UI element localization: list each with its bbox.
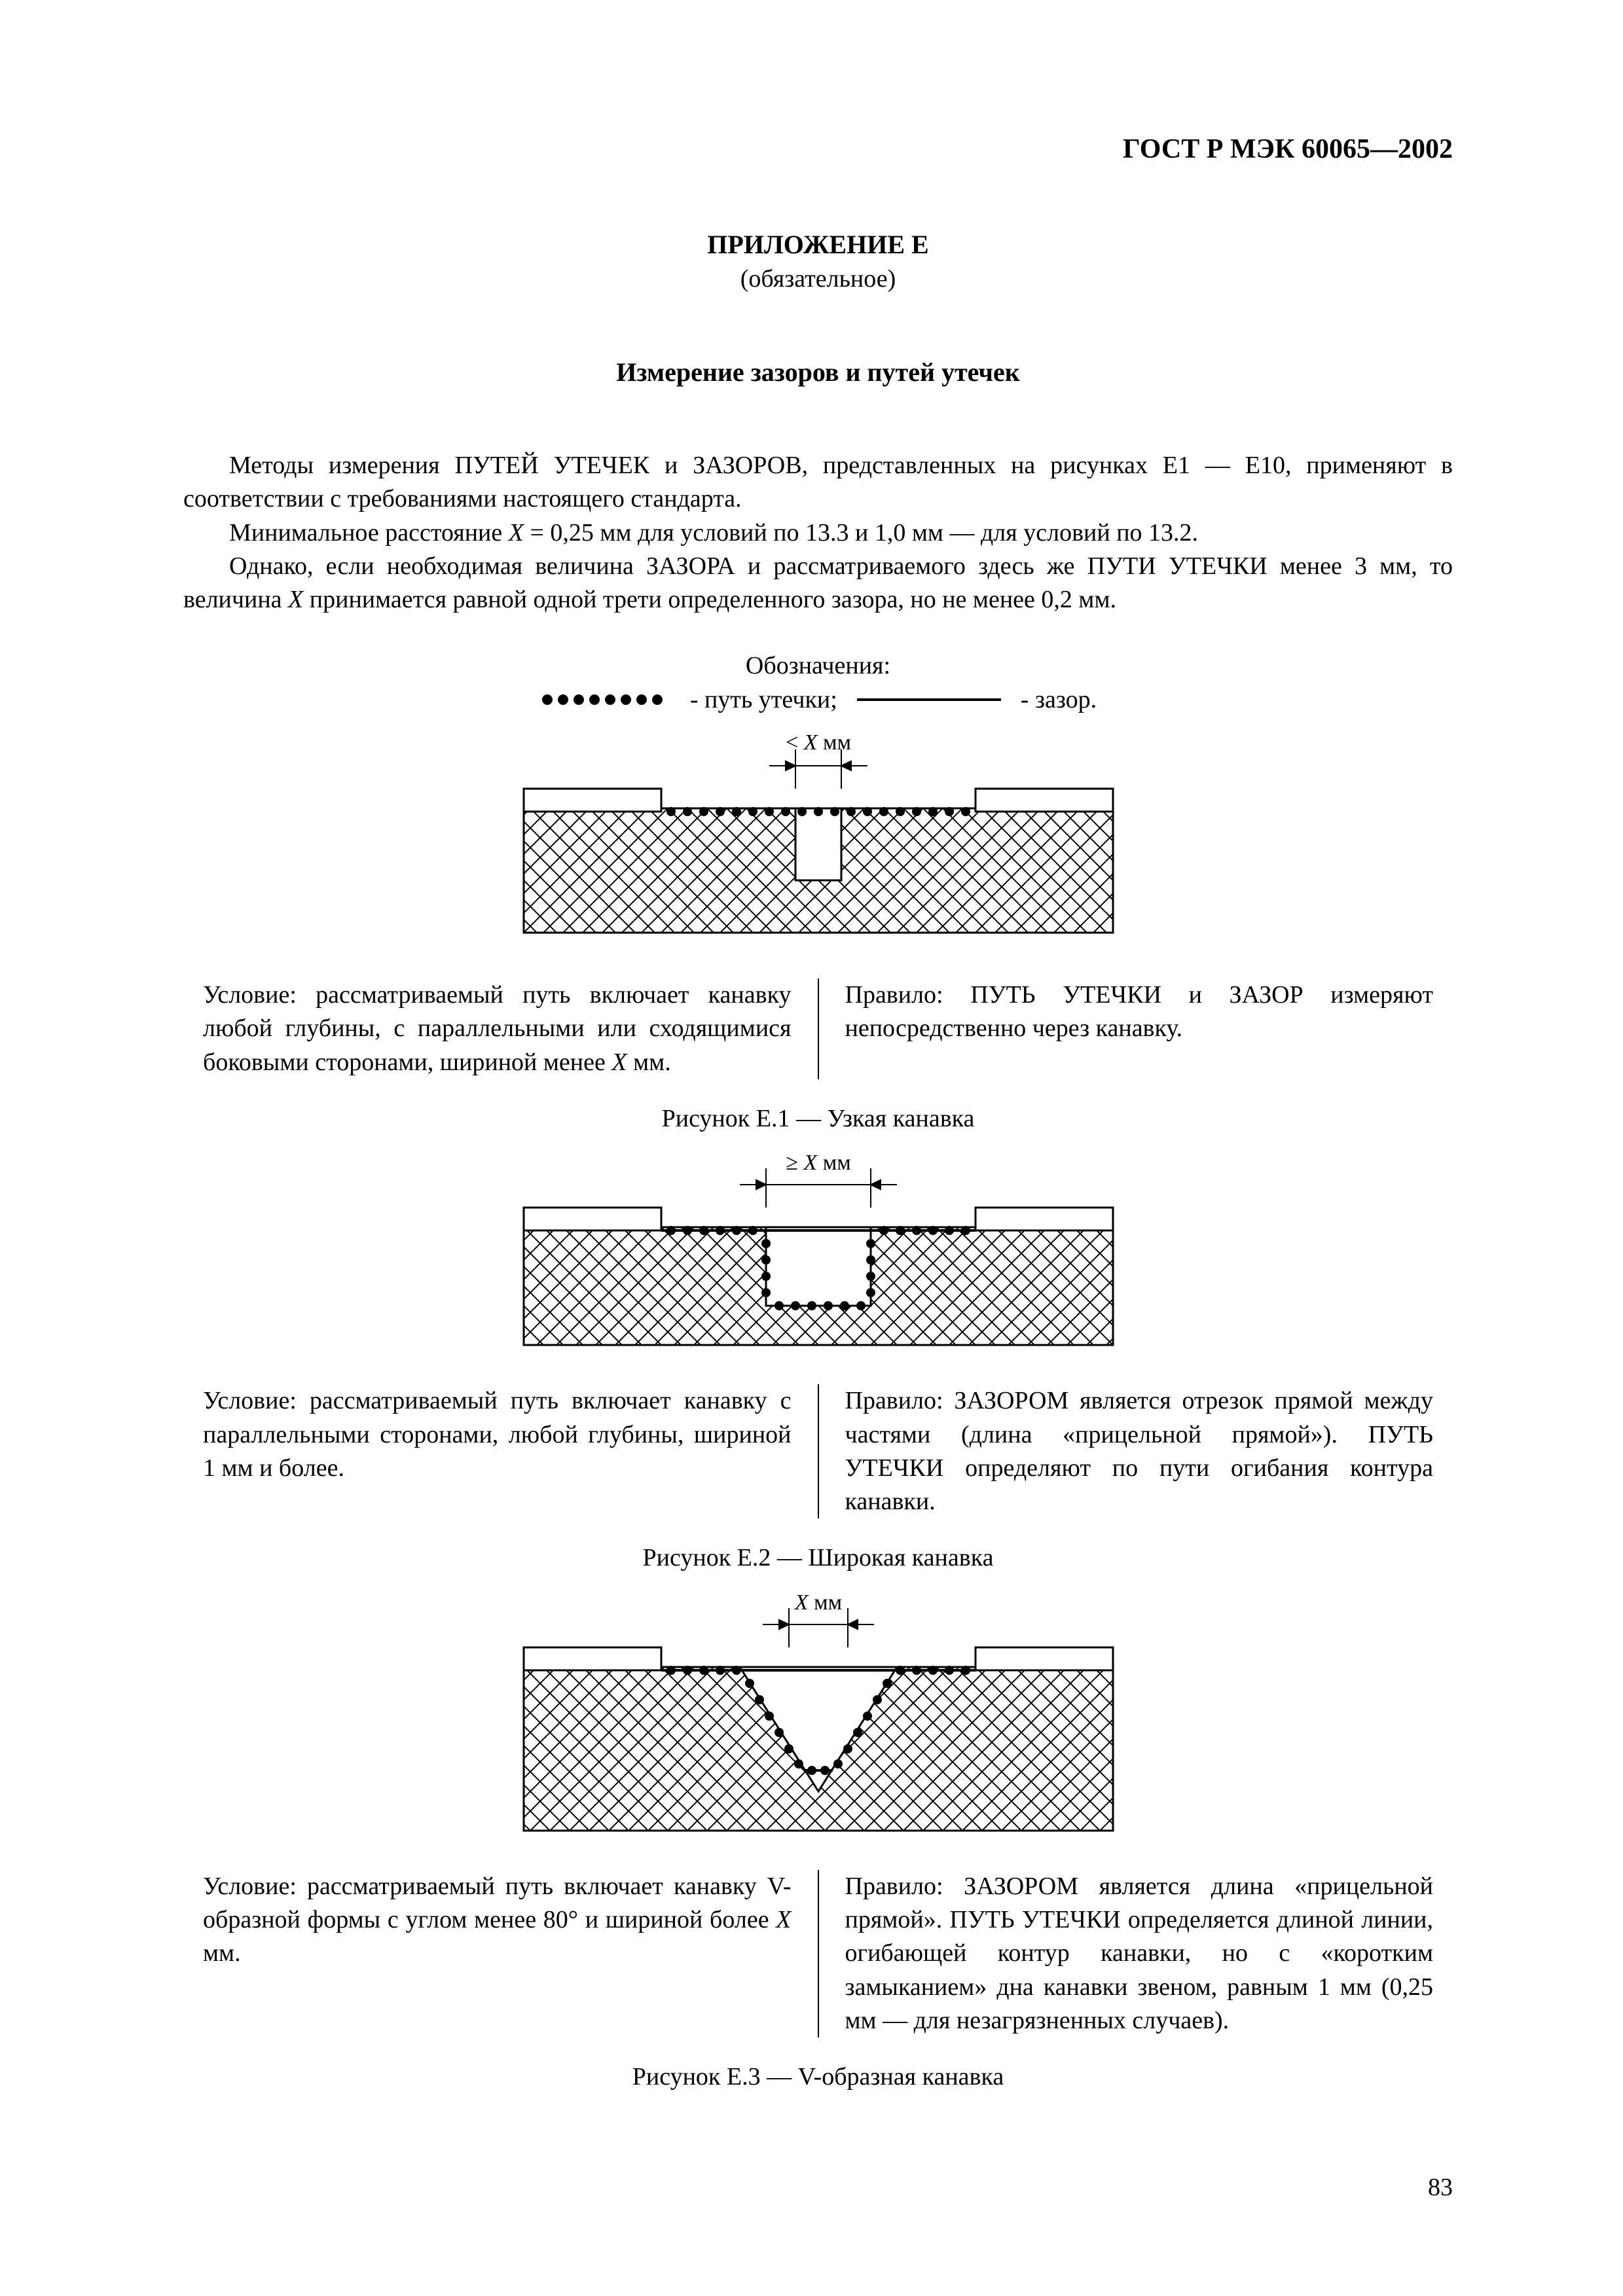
legend: Обозначения: - путь утечки; - зазор. <box>183 649 1453 717</box>
figure-e3-dim-label: X мм <box>793 1595 841 1615</box>
appendix-title: ПРИЛОЖЕНИЕ Е <box>183 227 1453 262</box>
clearance-symbol-icon <box>857 690 1001 709</box>
figure-e3-descr: Условие: рассматриваемый путь включает к… <box>183 1870 1453 2037</box>
figure-e2-condition: Условие: рассматриваемый путь включает к… <box>183 1384 811 1518</box>
paragraph-2-text: Минимальное расстояние X = 0,25 мм для у… <box>229 519 1198 547</box>
divider-icon <box>818 978 819 1079</box>
figure-e1-rule: Правило: ПУТЬ УТЕЧКИ и ЗАЗОР измеряют не… <box>826 978 1453 1079</box>
e1-condition-text: Условие: рассматриваемый путь включает к… <box>203 981 792 1076</box>
figure-e2-descr: Условие: рассматриваемый путь включает к… <box>183 1384 1453 1518</box>
paragraph-3-text: Однако, если необходимая величина ЗАЗОРА… <box>183 552 1453 613</box>
section-title: Измерение зазоров и путей утечек <box>183 355 1453 390</box>
figure-e3-condition: Условие: рассматриваемый путь включает к… <box>183 1870 811 2037</box>
paragraph-2: Минимальное расстояние X = 0,25 мм для у… <box>183 516 1453 550</box>
legend-row: - путь утечки; - зазор. <box>183 683 1453 717</box>
creepage-symbol-icon <box>539 690 670 709</box>
figure-e2-svg: ≥ X мм <box>491 1155 1146 1358</box>
clearance-label: - зазор. <box>1021 683 1097 717</box>
figure-e1-caption: Рисунок Е.1 — Узкая канавка <box>183 1102 1453 1136</box>
figure-e1-condition: Условие: рассматриваемый путь включает к… <box>183 978 811 1079</box>
figure-e3-rule: Правило: ЗАЗОРОМ является длина «прицель… <box>826 1870 1453 2037</box>
creepage-label: - путь утечки; <box>690 683 837 717</box>
divider-icon <box>818 1384 819 1518</box>
figure-e3-svg: X мм <box>491 1595 1146 1844</box>
figure-e2: ≥ X мм <box>183 1155 1453 1358</box>
paragraph-1: Методы измерения ПУТЕЙ УТЕЧЕК и ЗАЗОРОВ,… <box>183 449 1453 516</box>
figure-e1: < X мм <box>183 730 1453 952</box>
figure-e3-caption: Рисунок Е.3 — V-образная канавка <box>183 2060 1453 2094</box>
figure-e2-rule: Правило: ЗАЗОРОМ является отрезок прямой… <box>826 1384 1453 1518</box>
appendix-subtitle: (обязательное) <box>183 262 1453 296</box>
legend-heading: Обозначения: <box>183 649 1453 683</box>
paragraph-3: Однако, если необходимая величина ЗАЗОРА… <box>183 550 1453 617</box>
figure-e1-dim-label: < X мм <box>786 730 851 755</box>
e3-condition-text: Условие: рассматриваемый путь включает к… <box>203 1873 792 1967</box>
figure-e2-dim-label: ≥ X мм <box>786 1155 850 1175</box>
figure-e1-svg: < X мм <box>491 730 1146 952</box>
figure-e3: X мм <box>183 1595 1453 1844</box>
figure-e1-descr: Условие: рассматриваемый путь включает к… <box>183 978 1453 1079</box>
document-header: ГОСТ Р МЭК 60065—2002 <box>183 131 1453 168</box>
divider-icon <box>818 1870 819 2037</box>
figure-e2-caption: Рисунок Е.2 — Широкая канавка <box>183 1541 1453 1575</box>
page-number: 83 <box>1428 2171 1453 2204</box>
page: ГОСТ Р МЭК 60065—2002 ПРИЛОЖЕНИЕ Е (обяз… <box>0 0 1623 2296</box>
